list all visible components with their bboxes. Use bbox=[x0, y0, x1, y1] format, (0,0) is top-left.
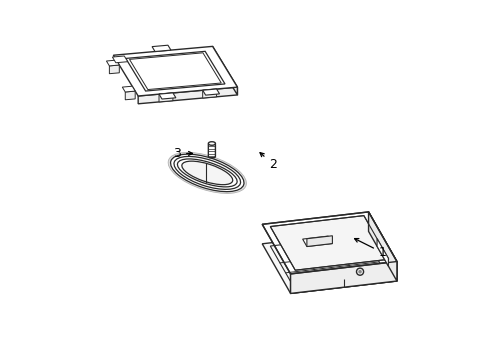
Text: 3: 3 bbox=[173, 147, 192, 160]
Polygon shape bbox=[262, 212, 396, 274]
Polygon shape bbox=[202, 89, 219, 95]
Text: 2: 2 bbox=[260, 153, 276, 171]
Polygon shape bbox=[290, 261, 396, 293]
Polygon shape bbox=[109, 65, 119, 74]
Polygon shape bbox=[122, 86, 135, 92]
Polygon shape bbox=[290, 261, 396, 293]
Polygon shape bbox=[376, 238, 387, 266]
Circle shape bbox=[358, 270, 361, 274]
Polygon shape bbox=[262, 231, 396, 293]
Polygon shape bbox=[368, 212, 396, 281]
Polygon shape bbox=[129, 53, 221, 90]
Polygon shape bbox=[302, 236, 332, 247]
Text: 1: 1 bbox=[354, 239, 386, 259]
Ellipse shape bbox=[177, 159, 237, 187]
Polygon shape bbox=[125, 91, 135, 100]
Ellipse shape bbox=[208, 142, 215, 145]
Polygon shape bbox=[138, 87, 237, 104]
FancyBboxPatch shape bbox=[208, 144, 215, 158]
Ellipse shape bbox=[170, 154, 244, 192]
Polygon shape bbox=[368, 212, 396, 281]
Polygon shape bbox=[306, 236, 332, 247]
Polygon shape bbox=[159, 93, 176, 99]
Polygon shape bbox=[106, 60, 119, 66]
Ellipse shape bbox=[168, 152, 246, 193]
Polygon shape bbox=[112, 56, 127, 63]
Polygon shape bbox=[152, 45, 171, 51]
Ellipse shape bbox=[182, 161, 232, 185]
Polygon shape bbox=[113, 46, 237, 96]
Ellipse shape bbox=[174, 157, 240, 189]
Polygon shape bbox=[125, 51, 224, 91]
Polygon shape bbox=[270, 216, 388, 270]
Polygon shape bbox=[202, 89, 216, 98]
Polygon shape bbox=[159, 93, 173, 102]
Polygon shape bbox=[212, 46, 237, 95]
